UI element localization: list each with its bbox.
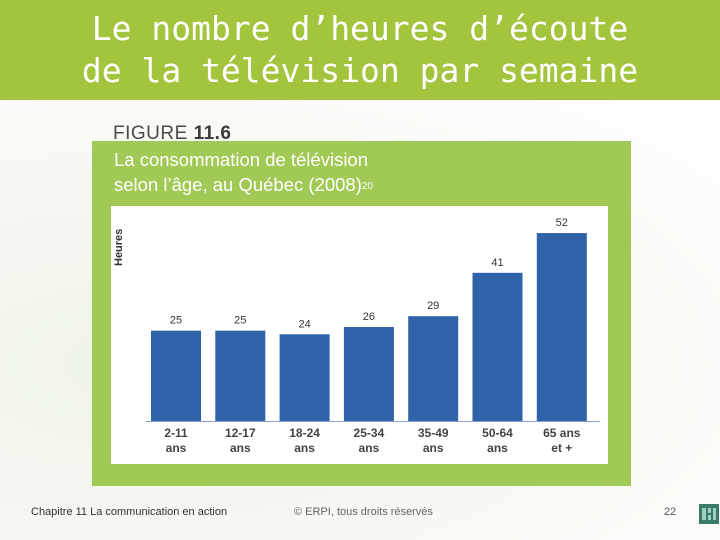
bar-5 [408,316,459,421]
slide-title-line-2: de la télévision par semaine [81,51,639,90]
x-tick-label-6-line-2: ans [487,441,508,455]
x-tick-label-5-line-2: ans [423,441,444,455]
data-label-4: 26 [363,311,375,323]
data-label-7: 52 [556,217,568,229]
data-label-3: 24 [298,318,310,330]
figure-title-line-1: La consommation de télévision [114,149,369,170]
footer-copyright: © ERPI, tous droits réservés [294,506,433,518]
x-tick-label-1-line-1: 2-11 [164,426,188,440]
data-label-2: 25 [234,315,246,327]
x-tick-label-7-line-1: 65 ans [543,426,581,440]
data-label-1: 25 [170,315,182,327]
data-label-6: 41 [491,257,503,269]
figure-label-prefix: FIGURE [113,123,188,144]
bar-2 [215,330,266,421]
page-number: 22 [664,506,677,518]
x-tick-label-7-line-2: et + [551,441,572,455]
footer-chapter: Chapitre 11 La communication en action [31,506,228,518]
x-tick-label-4-line-1: 25-34 [354,426,385,440]
x-tick-label-5-line-1: 35-49 [418,426,449,440]
x-tick-label-3-line-2: ans [294,441,315,455]
slide-title: Le nombre d’heures d’écoute de la télévi… [0,8,720,92]
x-tick-label-1-line-2: ans [166,441,187,455]
x-tick-label-2-line-2: ans [230,441,251,455]
bar-7 [536,233,587,421]
bar-6 [472,272,523,421]
x-tick-label-4-line-2: ans [359,441,380,455]
x-tick-label-6-line-1: 50-64 [482,426,513,440]
title-band [0,0,720,100]
bar-1 [151,330,201,421]
data-label-5: 29 [427,300,439,312]
x-tick-label-2-line-1: 12-17 [225,426,256,440]
publisher-logo-icon [699,504,719,524]
figure-title-line-2: selon l’âge, au Québec (2008)20 [114,172,614,197]
slide-title-line-1: Le nombre d’heures d’écoute [91,9,629,48]
bar-4 [343,327,394,421]
x-tick-label-3-line-1: 18-24 [289,426,320,440]
figure-label-number: 11.6 [193,123,232,144]
figure-title: La consommation de télévision selon l’âg… [114,147,614,197]
bar-3 [279,334,330,421]
figure-title-note: 20 [361,181,373,192]
figure-label: FIGURE 11.6 [113,123,232,145]
figure-title-line-2-text: selon l’âge, au Québec (2008) [114,174,362,195]
